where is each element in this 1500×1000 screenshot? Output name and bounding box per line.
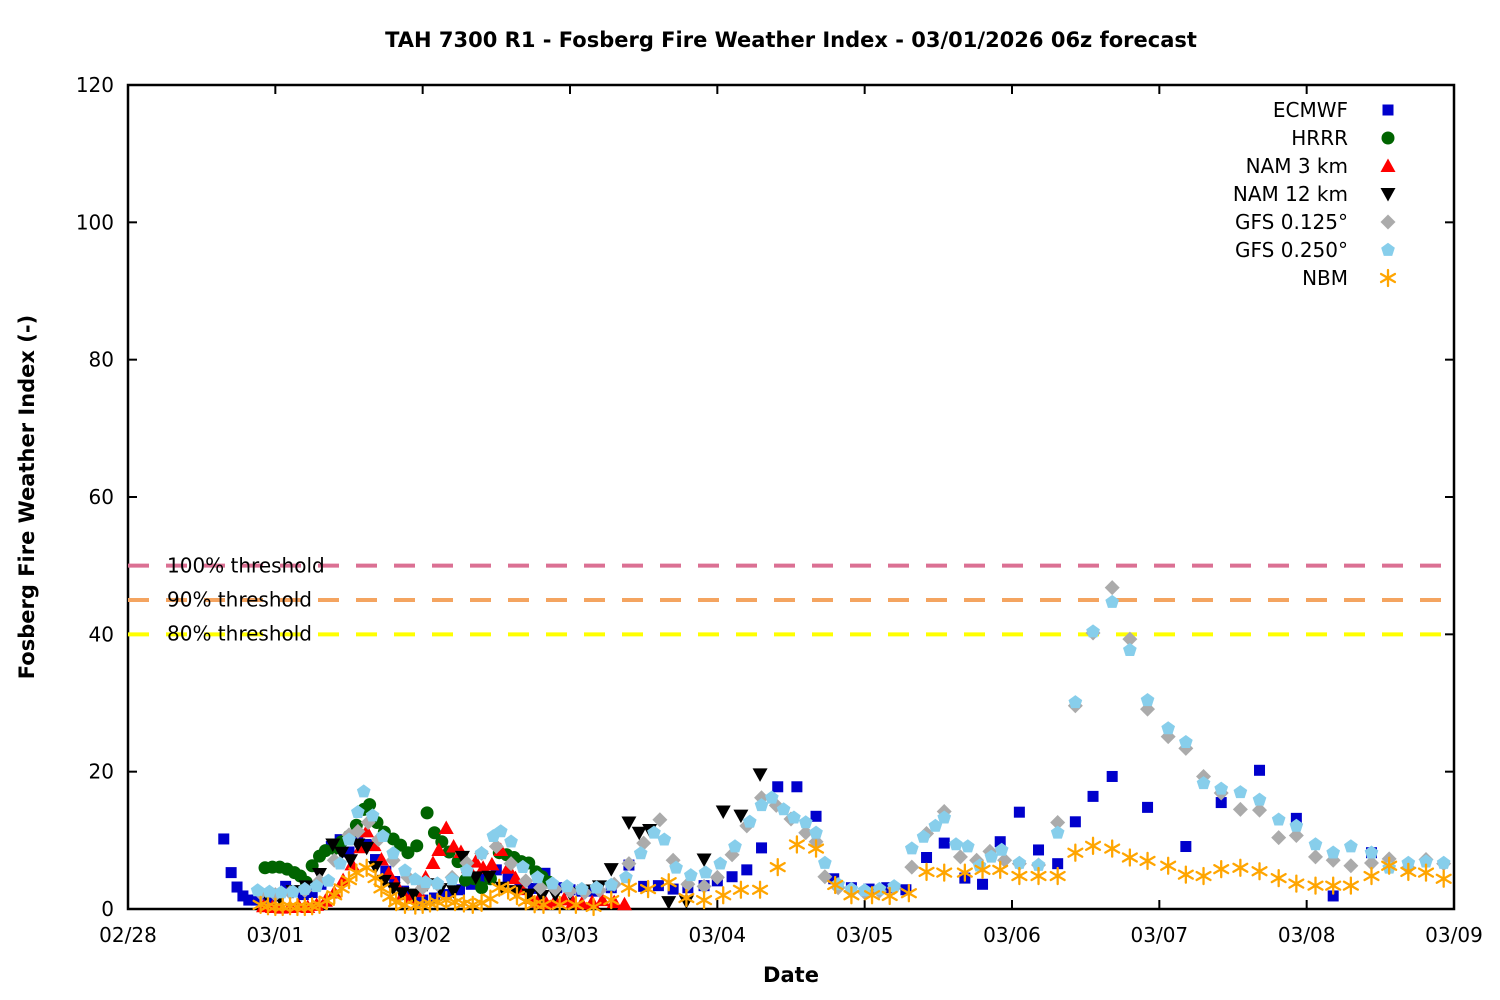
x-tick-label: 03/03 [541,923,599,947]
legend-item-gfs-0-250-: GFS 0.250° [1233,236,1399,264]
series-gfs-0-250- [250,594,1451,899]
series-nbm [252,835,1452,917]
legend-item-nam-3-km: NAM 3 km [1233,152,1399,180]
legend-item-nam-12-km: NAM 12 km [1233,180,1399,208]
legend-item-hrrr: HRRR [1233,124,1399,152]
x-tick-label: 03/01 [247,923,305,947]
x-tick-label: 02/28 [99,923,157,947]
hrrr-marker-icon [1381,131,1395,145]
legend: ECMWF HRRR NAM 3 km NAM 12 km GFS 0.125° GFS … [1233,96,1399,292]
nbm-marker-icon [1379,268,1397,288]
legend-item-gfs-0-125-: GFS 0.125° [1233,208,1399,236]
nam-3-km-marker-icon [1380,158,1396,172]
legend-label-gfs-0-125-: GFS 0.125° [1235,210,1348,234]
legend-label-nam-3-km: NAM 3 km [1245,154,1348,178]
x-tick-label: 03/07 [1131,923,1189,947]
gfs-0-125--marker-icon [1380,214,1396,230]
legend-label-ecmwf: ECMWF [1272,98,1348,122]
y-tick-label: 20 [89,760,114,784]
legend-item-ecmwf: ECMWF [1233,96,1399,124]
legend-label-gfs-0-250-: GFS 0.250° [1235,238,1348,262]
threshold-label: 100% threshold [167,553,325,578]
y-tick-label: 60 [89,485,114,509]
chart-title: TAH 7300 R1 - Fosberg Fire Weather Index… [385,28,1197,52]
x-tick-label: 03/09 [1425,923,1483,947]
x-tick-label: 03/02 [394,923,452,947]
threshold-label: 80% threshold [167,621,312,646]
y-tick-label: 120 [76,73,114,97]
legend-item-nbm: NBM [1233,264,1399,292]
legend-label-nam-12-km: NAM 12 km [1232,182,1348,206]
x-tick-label: 03/08 [1278,923,1336,947]
x-tick-label: 03/06 [983,923,1041,947]
gfs-0-250--marker-icon [1381,242,1395,256]
x-axis-label: Date [763,963,819,987]
y-tick-label: 40 [89,622,114,646]
y-tick-label: 80 [89,348,114,372]
ecmwf-marker-icon [1382,104,1394,116]
legend-label-hrrr: HRRR [1291,126,1348,150]
legend-label-nbm: NBM [1302,266,1348,290]
nam-12-km-marker-icon [1380,188,1396,202]
y-tick-label: 0 [101,897,114,921]
x-tick-label: 03/04 [689,923,747,947]
x-tick-label: 03/05 [836,923,894,947]
y-tick-label: 100 [76,210,114,234]
threshold-label: 90% threshold [167,587,312,612]
